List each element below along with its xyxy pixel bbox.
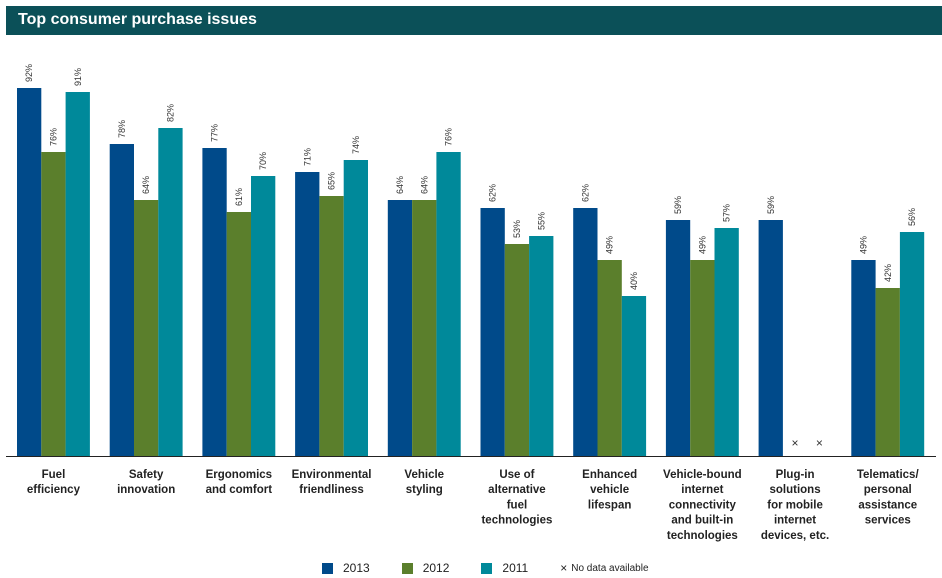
data-label: 57%	[722, 204, 732, 222]
data-label: 59%	[766, 196, 776, 214]
no-data-marker-icon: ×	[560, 561, 568, 575]
data-label: 64%	[141, 176, 151, 194]
data-label: 42%	[883, 264, 893, 282]
legend-label-2012: 2012	[422, 561, 450, 575]
legend: 2013 2012 2011 × No data available	[322, 560, 649, 576]
legend-item-2013: 2013	[322, 561, 370, 575]
data-label: 56%	[907, 208, 917, 226]
bar	[621, 296, 647, 456]
data-label: 62%	[488, 184, 498, 202]
bar	[202, 148, 227, 456]
bar	[412, 200, 437, 456]
data-label: 64%	[419, 176, 429, 194]
bar	[65, 92, 90, 456]
legend-swatch-2012	[401, 562, 413, 574]
legend-swatch-2011	[481, 562, 493, 574]
category-label: Telematics/personal assistance services	[857, 469, 920, 527]
category-label: Safety innovation	[117, 469, 175, 496]
category-label: Vehicle-bound internet connectivity and bui…	[663, 469, 742, 542]
chart-title: Top consumer purchase issues	[18, 11, 257, 28]
bar	[573, 208, 598, 456]
bar	[875, 288, 900, 456]
data-label: 65%	[327, 172, 337, 190]
bar	[480, 208, 505, 456]
no-data-marker-icon: ×	[792, 436, 799, 450]
bar	[41, 152, 66, 456]
bar	[851, 260, 876, 456]
data-label: 49%	[697, 236, 707, 254]
data-label: 74%	[351, 136, 361, 154]
bar	[714, 228, 739, 456]
bar	[319, 196, 344, 456]
bar	[109, 144, 134, 456]
bar	[295, 172, 320, 456]
legend-item-2012: 2012	[401, 561, 450, 575]
data-label: 55%	[536, 212, 546, 230]
bar	[758, 220, 783, 456]
data-label: 82%	[165, 104, 175, 122]
bar	[665, 220, 691, 456]
bar	[158, 128, 183, 456]
bar	[504, 244, 530, 456]
legend-label-2013: 2013	[343, 561, 370, 575]
data-label: 49%	[605, 236, 615, 254]
category-label: Vehicle styling	[404, 469, 444, 496]
data-label: 62%	[580, 184, 590, 202]
legend-no-data-note: × No data available	[560, 561, 648, 575]
bar	[387, 200, 413, 456]
category-label: Fuel efficiency	[27, 469, 81, 496]
bar	[226, 212, 251, 456]
category-label: Plug-in solutions for mobile internet device…	[761, 469, 829, 542]
data-label: 76%	[444, 128, 454, 146]
category-label: Ergonomics and comfort	[206, 469, 273, 496]
bar	[529, 236, 554, 456]
data-label: 49%	[858, 236, 868, 254]
data-label: 78%	[117, 120, 127, 138]
data-label: 53%	[512, 220, 522, 238]
bar-chart: 92% 76% 91% Fuel efficiency 78% 64% 82% Safety in…	[6, 64, 936, 542]
category-label: Environmental friendliness	[292, 469, 372, 496]
data-label: 71%	[302, 148, 312, 166]
category-label: Enhanced vehicle lifespan	[582, 469, 637, 511]
title-bar: Top consumer purchase issues	[6, 6, 942, 35]
data-label: 70%	[258, 152, 268, 170]
category-label: Use of alternative fuel technologies	[481, 469, 552, 527]
no-data-note-label: No data available	[571, 562, 649, 574]
data-label: 61%	[234, 188, 244, 206]
bar	[690, 260, 715, 456]
bar	[343, 160, 368, 456]
data-label: 92%	[24, 64, 34, 82]
data-label: 77%	[210, 124, 220, 142]
legend-item-2011: 2011	[481, 561, 528, 575]
bar	[251, 176, 276, 456]
data-label: 91%	[73, 68, 83, 86]
bar	[436, 152, 461, 456]
bar	[899, 232, 925, 456]
data-label: 64%	[395, 176, 405, 194]
bar	[17, 88, 42, 456]
data-label: 40%	[629, 272, 639, 290]
no-data-marker-icon: ×	[816, 436, 823, 450]
data-label: 59%	[673, 196, 683, 214]
bar	[134, 200, 159, 456]
legend-label-2011: 2011	[502, 561, 529, 575]
bar	[597, 260, 622, 456]
data-label: 76%	[48, 128, 58, 146]
legend-swatch-2013	[322, 562, 333, 574]
